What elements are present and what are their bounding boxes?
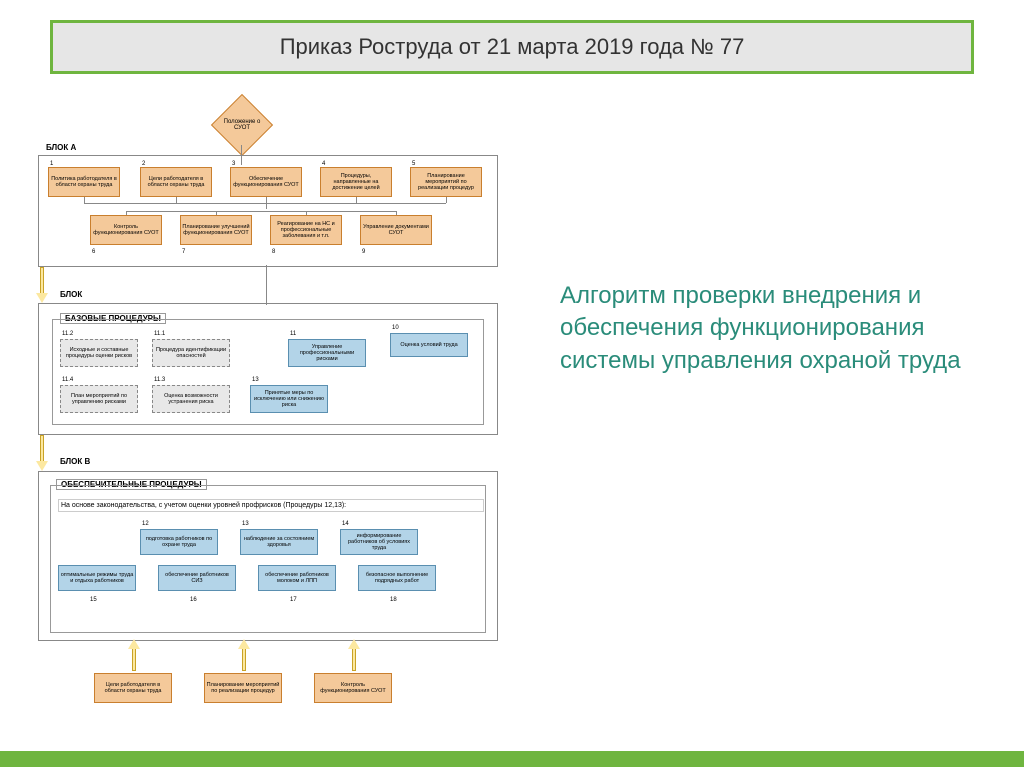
block-c-note: На основе законодательства, с учетом оце… [58, 499, 484, 512]
box-c7: безопасное выполнение подрядных работ [358, 565, 436, 591]
box-a6: Контроль функционирования СУОТ [90, 215, 162, 245]
num-b13: 13 [252, 377, 259, 383]
box-a3: Обеспечение функционирования СУОТ [230, 167, 302, 197]
block-b-label: БЛОК [60, 290, 82, 299]
num-c18: 18 [390, 597, 397, 603]
box-c3: информирование работников об условиях тр… [340, 529, 418, 555]
box-b-d2: Процедура идентификации опасностей [152, 339, 230, 367]
block-a-label: БЛОК А [46, 143, 76, 152]
box-c2: наблюдение за состоянием здоровья [240, 529, 318, 555]
arrow-b-c [36, 461, 48, 471]
header-title: Приказ Роструда от 21 марта 2019 года № … [280, 34, 745, 60]
num-c16: 16 [190, 597, 197, 603]
box-a2: Цели работодателя в области охраны труда [140, 167, 212, 197]
num-6: 6 [92, 249, 95, 255]
box-b-b1: Управление профессиональными рисками [288, 339, 366, 367]
description-text: Алгоритм проверки внедрения и обеспечени… [560, 280, 980, 377]
arrow-up-3 [348, 639, 360, 649]
block-c-label: БЛОК В [60, 457, 90, 466]
num-7: 7 [182, 249, 185, 255]
num-114: 11.4 [62, 377, 73, 383]
num-8: 8 [272, 249, 275, 255]
arrow-a-b [36, 293, 48, 303]
box-a9: Управление документами СУОТ [360, 215, 432, 245]
box-c6: обеспечение работников молоком и ЛПП [258, 565, 336, 591]
footer-bar [0, 751, 1024, 767]
box-a8: Реагирование на НС и профессиональные за… [270, 215, 342, 245]
box-a4: Процедуры, направленные на достижение це… [320, 167, 392, 197]
num-c15: 15 [90, 597, 97, 603]
box-b-d4: Оценка возможности устранения риска [152, 385, 230, 413]
box-a1: Политика работодателя в области охраны т… [48, 167, 120, 197]
num-c12: 12 [142, 521, 149, 527]
box-c4: оптимальные режимы труда и отдыха работн… [58, 565, 136, 591]
box-c1: подготовка работников по охране труда [140, 529, 218, 555]
box-b-d3: План мероприятий по управлению рисками [60, 385, 138, 413]
box-bottom-2: Планирование мероприятий по реализации п… [204, 673, 282, 703]
num-c17: 17 [290, 597, 297, 603]
arrow-up-1 [128, 639, 140, 649]
box-b-b2: Оценка условий труда [390, 333, 468, 357]
box-c5: обеспечение работников СИЗ [158, 565, 236, 591]
num-112: 11.2 [62, 331, 73, 337]
box-b-b3: Принятые меры по исключению или снижению… [250, 385, 328, 413]
num-c13: 13 [242, 521, 249, 527]
header-banner: Приказ Роструда от 21 марта 2019 года № … [50, 20, 974, 74]
num-111: 11.1 [154, 331, 165, 337]
start-diamond: Положение о СУОТ [211, 94, 273, 156]
box-a5: Планирование мероприятий по реализации п… [410, 167, 482, 197]
box-a7: Планирование улучшений функционирования … [180, 215, 252, 245]
num-10: 10 [392, 325, 399, 331]
flowchart: Положение о СУОТ БЛОК А 1 Политика работ… [30, 95, 510, 735]
box-b-d1: Исходные и составные процедуры оценки ри… [60, 339, 138, 367]
num-11: 11 [290, 331, 296, 337]
num-9: 9 [362, 249, 365, 255]
num-113: 11.3 [154, 377, 165, 383]
arrow-up-2 [238, 639, 250, 649]
num-c14: 14 [342, 521, 349, 527]
start-label: Положение о СУОТ [221, 119, 263, 131]
box-bottom-1: Цели работодателя в области охраны труда [94, 673, 172, 703]
box-bottom-3: Контроль функционирования СУОТ [314, 673, 392, 703]
